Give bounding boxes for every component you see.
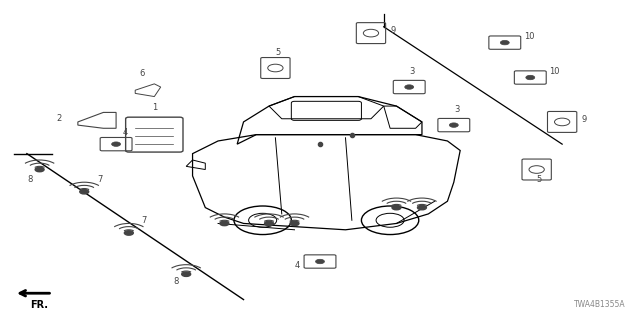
Text: 10: 10 — [524, 32, 534, 42]
Circle shape — [124, 231, 133, 235]
Circle shape — [220, 221, 229, 226]
Text: 10: 10 — [549, 67, 560, 76]
Circle shape — [111, 142, 120, 146]
Text: 3: 3 — [409, 67, 415, 76]
Circle shape — [417, 205, 426, 210]
Text: 4: 4 — [122, 128, 128, 137]
Text: 7: 7 — [97, 175, 102, 184]
Circle shape — [80, 189, 89, 194]
Text: 5: 5 — [275, 48, 281, 57]
Text: TWA4B1355A: TWA4B1355A — [574, 300, 626, 309]
Text: 7: 7 — [141, 216, 147, 226]
Circle shape — [182, 272, 191, 276]
Text: 4: 4 — [294, 261, 300, 270]
Circle shape — [316, 259, 324, 264]
Text: 9: 9 — [581, 115, 586, 124]
Circle shape — [290, 221, 299, 226]
Text: 1: 1 — [152, 103, 157, 112]
Text: 9: 9 — [390, 26, 396, 35]
Circle shape — [392, 205, 401, 210]
Circle shape — [500, 40, 509, 45]
Text: FR.: FR. — [31, 300, 49, 309]
Text: 6: 6 — [139, 68, 144, 77]
Circle shape — [35, 167, 44, 172]
Text: 5: 5 — [537, 175, 542, 184]
Circle shape — [404, 85, 413, 89]
Circle shape — [264, 221, 273, 226]
Text: 8: 8 — [27, 175, 32, 184]
Text: 3: 3 — [454, 105, 459, 115]
Text: 2: 2 — [56, 114, 61, 123]
Text: 8: 8 — [173, 277, 179, 286]
Circle shape — [526, 75, 535, 80]
Circle shape — [449, 123, 458, 127]
